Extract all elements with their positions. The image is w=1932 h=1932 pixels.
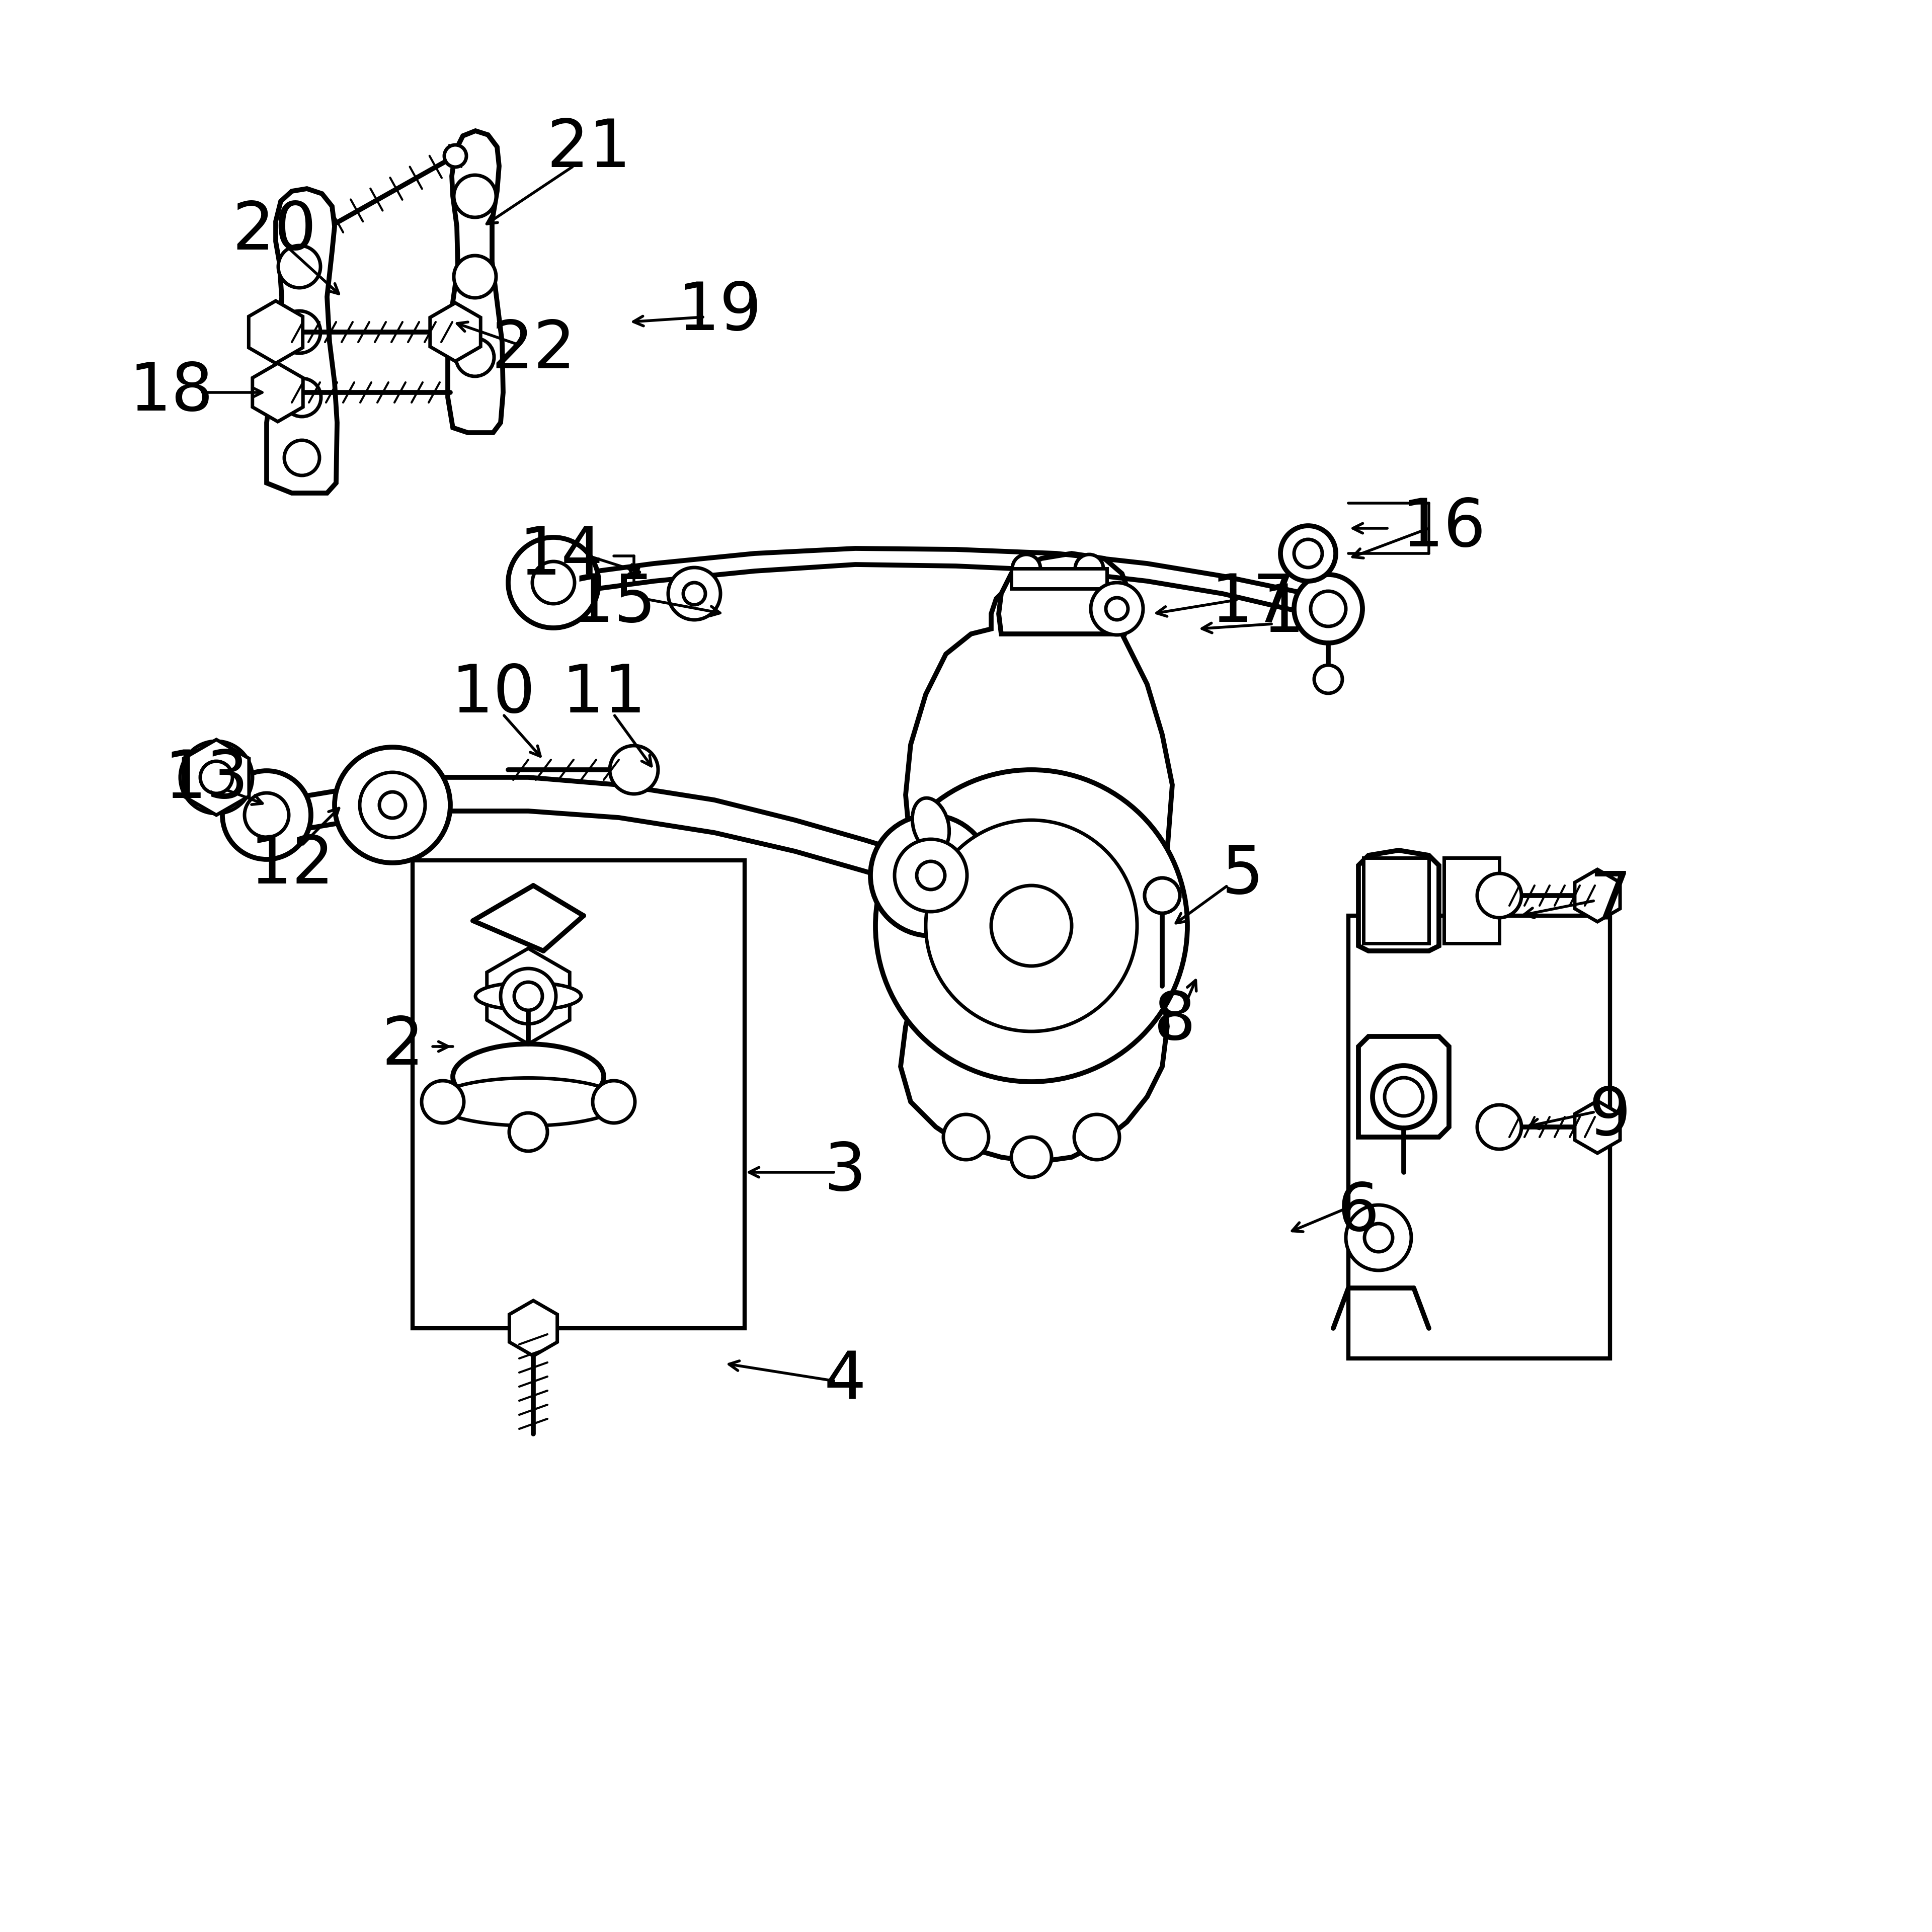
Text: 4: 4	[825, 1349, 866, 1412]
Polygon shape	[510, 1300, 556, 1356]
Text: 13: 13	[164, 748, 249, 811]
Polygon shape	[1358, 850, 1439, 951]
Text: 3: 3	[825, 1140, 866, 1204]
Text: 15: 15	[572, 572, 657, 636]
Circle shape	[334, 748, 450, 864]
Polygon shape	[267, 189, 336, 493]
Circle shape	[1347, 1206, 1410, 1271]
Text: 22: 22	[491, 317, 576, 383]
Text: 16: 16	[1403, 497, 1486, 560]
Bar	[413, 860, 744, 1329]
Circle shape	[201, 761, 232, 794]
Circle shape	[454, 176, 497, 218]
Polygon shape	[999, 553, 1130, 634]
Circle shape	[278, 311, 321, 354]
Circle shape	[1144, 877, 1180, 914]
Polygon shape	[184, 740, 249, 815]
Circle shape	[222, 771, 311, 860]
Polygon shape	[253, 363, 303, 421]
Circle shape	[1294, 539, 1321, 568]
Circle shape	[916, 862, 945, 889]
Polygon shape	[431, 303, 481, 361]
Circle shape	[1074, 1115, 1119, 1159]
Circle shape	[668, 568, 721, 620]
Text: 14: 14	[520, 524, 603, 587]
Circle shape	[1012, 554, 1041, 583]
Circle shape	[1372, 1066, 1435, 1128]
Polygon shape	[448, 131, 502, 433]
Ellipse shape	[475, 981, 582, 1010]
Circle shape	[284, 440, 319, 475]
Text: 18: 18	[129, 361, 213, 425]
Circle shape	[593, 1080, 636, 1122]
Circle shape	[1364, 1223, 1393, 1252]
Ellipse shape	[452, 1043, 603, 1109]
Text: 11: 11	[562, 663, 645, 726]
Circle shape	[1281, 526, 1335, 582]
Circle shape	[379, 792, 406, 817]
Circle shape	[533, 562, 574, 603]
Polygon shape	[1575, 869, 1621, 922]
Text: 7: 7	[1588, 869, 1631, 933]
Circle shape	[180, 742, 253, 813]
Circle shape	[611, 746, 659, 794]
Polygon shape	[1358, 1036, 1449, 1138]
Ellipse shape	[435, 1078, 622, 1126]
Text: 17: 17	[1211, 572, 1294, 636]
Bar	[1010, 568, 1107, 589]
Bar	[1443, 858, 1499, 943]
Text: 5: 5	[1221, 844, 1264, 908]
Circle shape	[895, 838, 968, 912]
Circle shape	[1314, 665, 1343, 694]
Circle shape	[508, 537, 599, 628]
Polygon shape	[1575, 1101, 1621, 1153]
Text: 8: 8	[1153, 989, 1196, 1053]
Circle shape	[1478, 873, 1522, 918]
Polygon shape	[487, 949, 570, 1043]
Circle shape	[500, 968, 556, 1024]
Text: 10: 10	[450, 663, 535, 726]
Circle shape	[1478, 1105, 1522, 1150]
Circle shape	[684, 583, 705, 605]
Circle shape	[514, 981, 543, 1010]
Text: 20: 20	[232, 199, 317, 263]
Polygon shape	[249, 301, 303, 363]
Circle shape	[359, 773, 425, 838]
Text: 1: 1	[1262, 582, 1304, 645]
Circle shape	[1385, 1078, 1422, 1117]
Circle shape	[282, 379, 321, 417]
Bar	[1349, 916, 1609, 1358]
Circle shape	[454, 255, 497, 298]
Polygon shape	[900, 568, 1173, 1163]
Text: 2: 2	[381, 1014, 423, 1078]
Circle shape	[278, 245, 321, 288]
Circle shape	[871, 815, 991, 935]
Circle shape	[943, 1115, 989, 1159]
Circle shape	[444, 145, 466, 166]
Circle shape	[1076, 554, 1103, 583]
Circle shape	[1144, 877, 1180, 914]
Circle shape	[1010, 1138, 1051, 1177]
Circle shape	[245, 792, 288, 837]
Circle shape	[1294, 574, 1362, 643]
Bar	[1364, 858, 1430, 943]
Circle shape	[421, 1080, 464, 1122]
Circle shape	[1105, 597, 1128, 620]
Text: 9: 9	[1588, 1086, 1631, 1150]
Text: 6: 6	[1337, 1180, 1379, 1244]
Text: 21: 21	[547, 116, 632, 180]
Circle shape	[991, 885, 1072, 966]
Circle shape	[1092, 583, 1144, 636]
Circle shape	[456, 338, 495, 377]
Circle shape	[1310, 591, 1347, 626]
Circle shape	[875, 769, 1188, 1082]
Circle shape	[510, 1113, 547, 1151]
Text: 19: 19	[678, 280, 761, 344]
Text: 12: 12	[249, 833, 334, 896]
Ellipse shape	[912, 798, 949, 852]
Circle shape	[925, 819, 1138, 1032]
